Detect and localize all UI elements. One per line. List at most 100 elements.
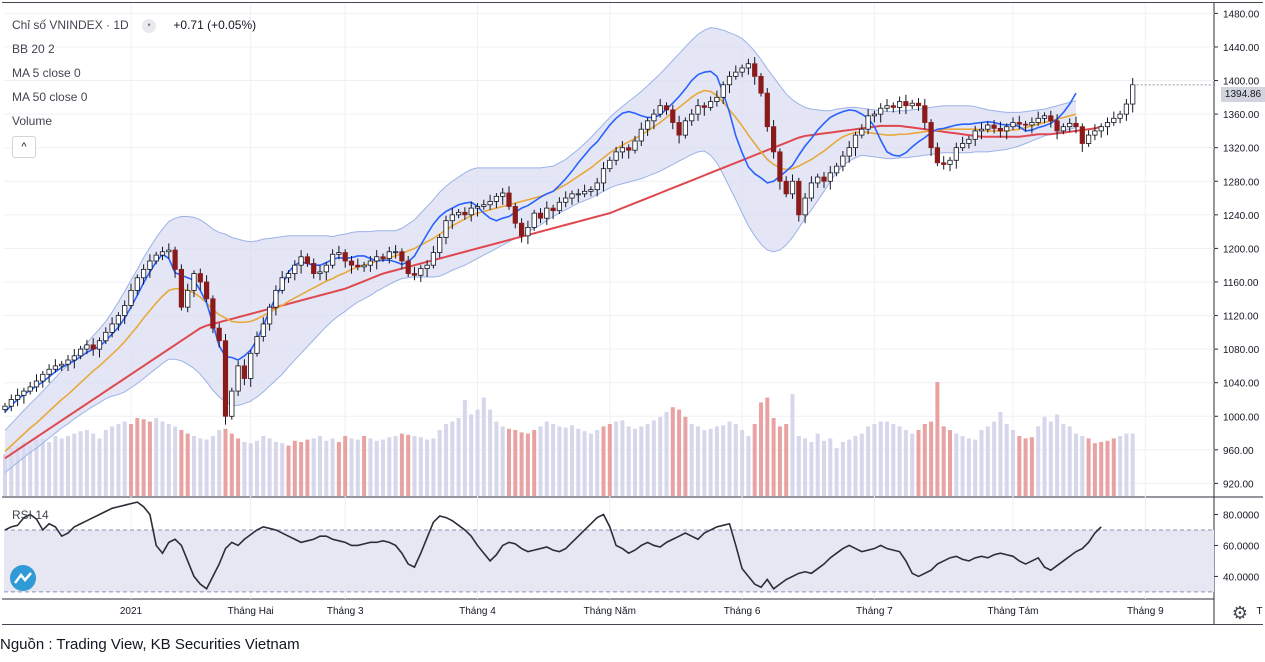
candle-body [941, 162, 947, 165]
volume-bar [525, 433, 530, 496]
candle-body [342, 252, 348, 262]
candle-body [569, 193, 575, 199]
price-tick-label: 1200.00 [1223, 244, 1260, 255]
volume-bar [72, 433, 77, 496]
volume-bar [519, 432, 524, 496]
candle-body [96, 340, 103, 350]
volume-bar [179, 430, 184, 496]
ma50-line [4, 124, 1102, 460]
candle-body [607, 159, 613, 170]
more-icon[interactable]: • [142, 18, 157, 33]
candle-body [90, 344, 96, 350]
volume-bar [292, 440, 297, 496]
volume-bar [1092, 443, 1097, 496]
candle-body [128, 289, 134, 306]
legend-rsi[interactable]: RSI 14 [12, 508, 49, 522]
candle-body [733, 71, 739, 77]
volume-bar [929, 421, 934, 496]
candle-body [1041, 115, 1048, 119]
volume-bar [406, 434, 411, 496]
legend-ma5[interactable]: MA 5 close 0 [12, 66, 81, 80]
volume-bar [910, 433, 915, 496]
candle-body [430, 252, 437, 266]
settings-gear-icon[interactable]: ⚙ [1231, 603, 1249, 623]
candle-body [424, 264, 430, 269]
candle-body [846, 147, 852, 157]
candle-body [922, 105, 928, 123]
price-tick-label: 960.00 [1223, 446, 1254, 457]
candle-body [292, 264, 298, 274]
candle-body [670, 109, 676, 123]
volume-bar [960, 436, 965, 496]
candle-body [1029, 122, 1035, 126]
change-label: +0.71 (+0.05%) [173, 18, 257, 32]
collapse-legend-button[interactable]: ^ [12, 136, 36, 158]
time-tick-label: Tháng 9 [1127, 606, 1164, 617]
candle-body [682, 120, 689, 136]
volume-bar [110, 426, 115, 496]
tradingview-logo-icon[interactable] [10, 565, 36, 591]
candle-body [720, 84, 726, 98]
volume-bar [998, 412, 1003, 496]
volume-bar [992, 421, 997, 496]
candle-body [311, 263, 317, 274]
candle-body [796, 180, 802, 216]
volume-bar [355, 439, 360, 496]
legend-bb[interactable]: BB 20 2 [12, 42, 55, 56]
volume-bar [576, 428, 581, 496]
volume-bar [664, 412, 669, 496]
candle-body [1130, 84, 1136, 105]
candle-body [2, 405, 8, 410]
volume-bar [9, 448, 14, 496]
candle-body [638, 128, 644, 142]
volume-bar [752, 424, 757, 496]
candle-body [222, 340, 229, 417]
price-tick-label: 1240.00 [1223, 211, 1260, 222]
candle-body [33, 380, 40, 388]
candle-body [632, 140, 638, 151]
candle-body [978, 128, 985, 132]
volume-bar [1105, 440, 1110, 496]
candle-body [915, 102, 922, 107]
time-tick-label: Tháng 7 [856, 606, 893, 617]
volume-bar [790, 394, 795, 496]
volume-bar [948, 430, 952, 496]
volume-bar [601, 426, 606, 496]
chart-canvas: 1480.00 1440.00 1400.00 1360.00 1320.00 1280.… [2, 3, 1263, 624]
volume-bar [645, 424, 650, 496]
candle-body [361, 264, 367, 268]
volume-bar [349, 438, 354, 496]
volume-bar [154, 418, 159, 496]
candle-body [443, 220, 449, 238]
candle-body [109, 323, 115, 333]
candle-body [871, 113, 878, 117]
candle-body [651, 113, 657, 122]
volume-bar [192, 436, 196, 496]
volume-bar [1086, 438, 1091, 496]
candle-body [1117, 113, 1123, 119]
bollinger-band-fill [5, 27, 1076, 473]
candle-body [21, 390, 27, 396]
candle-body [1023, 123, 1029, 126]
legend-volume[interactable]: Volume [12, 114, 53, 128]
source-note: Nguồn : Trading View, KB Securities Viet… [0, 636, 300, 653]
volume-bar [872, 424, 877, 496]
volume-bar [513, 430, 518, 496]
volume-bar [670, 407, 675, 496]
volume-bar [891, 424, 896, 496]
candle-body [695, 105, 701, 115]
volume-bar [1011, 430, 1015, 496]
candle-body [115, 315, 121, 325]
candle-body [449, 214, 455, 222]
volume-bar [784, 424, 789, 496]
candle-body [493, 195, 500, 202]
candle-body [462, 211, 468, 216]
volume-bar [1124, 433, 1129, 496]
candle-body [802, 197, 808, 216]
price-tick-label: 1040.00 [1223, 379, 1260, 390]
legend-ma50[interactable]: MA 50 close 0 [12, 90, 88, 104]
candle-body [808, 182, 815, 199]
volume-bar [551, 424, 556, 496]
price-tick-label: 1480.00 [1223, 9, 1260, 20]
candle-body [474, 206, 481, 209]
